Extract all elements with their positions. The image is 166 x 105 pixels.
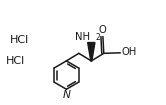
- Text: NH: NH: [76, 32, 90, 42]
- Text: 2: 2: [96, 33, 101, 42]
- Text: OH: OH: [121, 47, 136, 57]
- Text: O: O: [98, 25, 106, 35]
- Text: HCl: HCl: [9, 35, 29, 45]
- Text: HCl: HCl: [6, 56, 25, 66]
- Polygon shape: [88, 43, 95, 61]
- Text: N: N: [62, 90, 70, 100]
